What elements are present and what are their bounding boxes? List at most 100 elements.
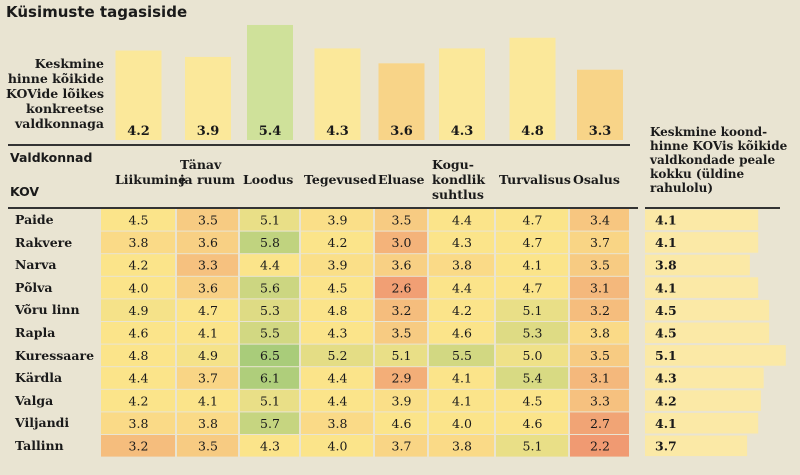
heatmap-cell bbox=[496, 209, 568, 231]
heatmap-cell bbox=[375, 322, 427, 344]
heatmap-cell bbox=[496, 231, 568, 254]
average-value-label: 4.2 bbox=[127, 124, 150, 139]
total-bar bbox=[645, 390, 761, 411]
heatmap-cell-value: 4.3 bbox=[328, 326, 348, 341]
heatmap-cell bbox=[496, 299, 568, 321]
column-header-6: Turvalisus bbox=[499, 172, 571, 187]
heatmap-cell bbox=[429, 322, 494, 344]
heatmap-cell-value: 3.9 bbox=[328, 213, 348, 228]
heatmap-cell bbox=[375, 412, 427, 434]
column-header-line: Eluase bbox=[378, 172, 425, 187]
heatmap-cell-value: 5.2 bbox=[328, 348, 348, 363]
total-value-label: 3.7 bbox=[655, 439, 677, 454]
row-label-9: Viljandi bbox=[15, 415, 70, 431]
heatmap-cell bbox=[177, 389, 238, 412]
row-label-6: Kuressaare bbox=[15, 347, 95, 363]
heatmap-cell bbox=[570, 367, 629, 389]
heatmap-cell bbox=[570, 231, 629, 254]
heatmap-cell bbox=[177, 344, 238, 367]
heatmap-cell-value: 3.6 bbox=[392, 258, 412, 273]
average-bar-4 bbox=[378, 63, 425, 140]
total-value-label: 4.1 bbox=[655, 235, 677, 250]
average-bar-5 bbox=[439, 48, 485, 140]
heatmap-cell bbox=[177, 412, 238, 434]
heatmap-cell-value: 4.5 bbox=[328, 280, 348, 295]
heatmap-cell bbox=[496, 367, 568, 389]
heatmap-cell bbox=[177, 299, 238, 321]
heatmap-cell bbox=[101, 322, 175, 344]
heatmap-cell-value: 3.2 bbox=[129, 439, 149, 454]
heatmap-cell bbox=[301, 389, 373, 412]
heatmap-cell bbox=[240, 435, 299, 457]
heatmap-cell-value: 5.3 bbox=[523, 326, 543, 341]
heatmap-cell-value: 4.6 bbox=[523, 416, 543, 431]
column-header-line: Turvalisus bbox=[499, 172, 571, 187]
heatmap-cell-value: 5.5 bbox=[452, 348, 472, 363]
heatmap-cell-value: 4.1 bbox=[523, 258, 543, 273]
column-header-line: Tegevused bbox=[304, 172, 377, 187]
column-header-2: Loodus bbox=[243, 172, 293, 187]
column-header-line: Tänav bbox=[180, 157, 222, 172]
heatmap-cell-value: 3.6 bbox=[198, 235, 218, 250]
heatmap-cell bbox=[301, 322, 373, 344]
heatmap-cell-value: 4.9 bbox=[129, 303, 149, 318]
heatmap-cell-value: 2.2 bbox=[590, 439, 610, 454]
row-label-4: Võru linn bbox=[15, 302, 80, 318]
heatmap-cell bbox=[177, 209, 238, 231]
heatmap-cell bbox=[496, 276, 568, 299]
heatmap-cell-value: 4.7 bbox=[523, 280, 543, 295]
heatmap-cell-value: 4.1 bbox=[198, 393, 218, 408]
heatmap-cell bbox=[101, 412, 175, 434]
heatmap-cell bbox=[101, 344, 175, 367]
total-value-label: 3.8 bbox=[655, 258, 677, 273]
heatmap-cell-value: 5.1 bbox=[260, 393, 280, 408]
heatmap-cell bbox=[570, 209, 629, 231]
heatmap-cell bbox=[375, 276, 427, 299]
heatmap-cell-value: 3.8 bbox=[198, 416, 218, 431]
heatmap-cell bbox=[101, 276, 175, 299]
average-value-label: 4.8 bbox=[521, 124, 544, 139]
heatmap-cell bbox=[570, 276, 629, 299]
heatmap-cell bbox=[496, 254, 568, 276]
heatmap-cell bbox=[101, 299, 175, 321]
heatmap-cell-value: 3.5 bbox=[590, 258, 610, 273]
heatmap-cell bbox=[177, 254, 238, 276]
total-bar bbox=[645, 232, 759, 253]
column-header-line: Loodus bbox=[243, 172, 294, 187]
column-header-line: ja ruum bbox=[180, 172, 235, 187]
average-value-label: 3.6 bbox=[390, 124, 413, 139]
total-value-label: 4.3 bbox=[655, 371, 677, 386]
heatmap-cell-value: 4.7 bbox=[198, 303, 218, 318]
heatmap-cell-value: 4.3 bbox=[452, 235, 472, 250]
row-label-1: Rakvere bbox=[15, 234, 73, 250]
row-label-2: Narva bbox=[15, 257, 57, 273]
heatmap-cell-value: 5.1 bbox=[260, 213, 280, 228]
heatmap-cell-value: 5.7 bbox=[260, 416, 280, 431]
row-label-5: Rapla bbox=[15, 325, 56, 340]
total-value-label: 4.1 bbox=[655, 416, 677, 431]
heatmap-cell-value: 4.4 bbox=[129, 371, 149, 386]
heatmap-cell bbox=[375, 389, 427, 412]
heatmap-cell bbox=[570, 389, 629, 412]
total-bar bbox=[645, 322, 770, 344]
heatmap-cell-value: 4.9 bbox=[198, 348, 218, 363]
column-header-3: Tegevused bbox=[304, 172, 377, 187]
heatmap-cell bbox=[496, 435, 568, 457]
heatmap-cell bbox=[301, 231, 373, 254]
heatmap-cell-value: 5.1 bbox=[392, 348, 412, 363]
average-bar-1 bbox=[185, 56, 231, 140]
heatmap-cell-value: 4.7 bbox=[523, 213, 543, 228]
total-bar bbox=[645, 367, 764, 389]
heatmap-cell bbox=[570, 435, 629, 457]
average-bars-caption: Keskmine hinne kõikide KOVide lõikes kon… bbox=[6, 56, 104, 131]
heatmap-cell bbox=[177, 231, 238, 254]
heatmap-cell-value: 4.1 bbox=[452, 371, 472, 386]
heatmap-cell-value: 4.6 bbox=[129, 326, 149, 341]
heatmap-cell bbox=[429, 367, 494, 389]
heatmap-cell-value: 4.4 bbox=[260, 258, 280, 273]
heatmap-cell-value: 3.0 bbox=[392, 235, 412, 250]
heatmap-cell-value: 3.7 bbox=[590, 235, 610, 250]
heatmap-cell bbox=[301, 209, 373, 231]
heatmap-cell bbox=[429, 412, 494, 434]
